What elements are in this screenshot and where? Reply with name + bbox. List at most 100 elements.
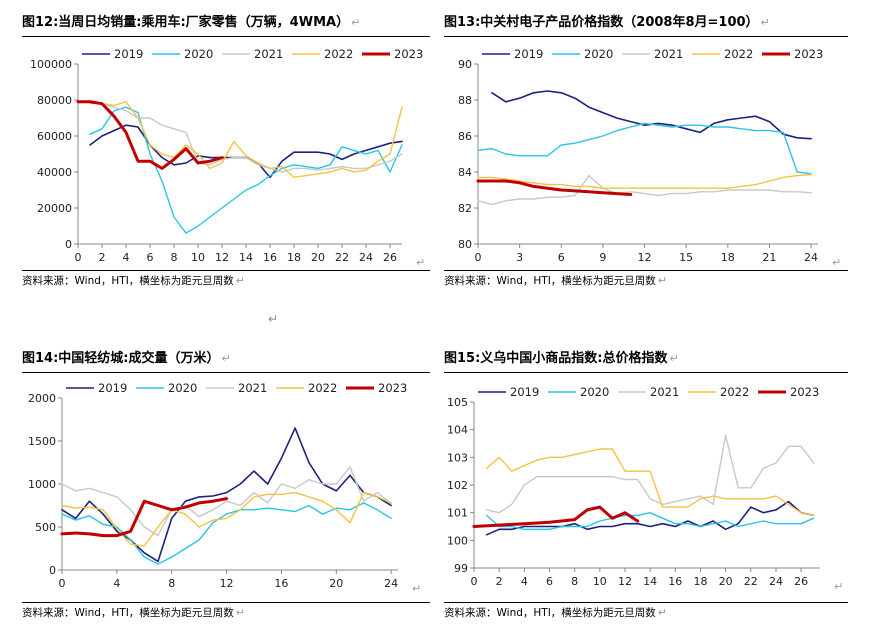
x-tick-label: 4: [113, 577, 120, 590]
source-note: 资料来源：Wind，HTI，横坐标为距元旦周数 ↵: [22, 270, 430, 291]
y-tick-label: 105: [447, 396, 468, 409]
source-note: 资料来源：Wind，HTI，横坐标为距元旦周数 ↵: [444, 602, 848, 623]
legend-label-2021: 2021: [650, 385, 679, 399]
legend-label-2022: 2022: [308, 381, 337, 395]
x-tick-label: 8: [571, 575, 578, 588]
legend-label-2021: 2021: [654, 47, 683, 61]
x-tick-label: 20: [719, 575, 733, 588]
x-tick-label: 18: [721, 251, 735, 264]
y-tick-label: 2000: [28, 392, 56, 405]
series-line-2020: [485, 511, 815, 531]
panel-zgc-price-index: 图13:中关村电子产品价格指数（2008年8月=100） ↵ 80 82 84 86 88…: [444, 12, 848, 290]
return-mark: ↵: [412, 582, 421, 595]
y-tick-label: 84: [458, 166, 472, 179]
series-line-2019: [485, 500, 815, 536]
legend-label-2022: 2022: [720, 385, 749, 399]
y-tick-label: 101: [447, 507, 468, 520]
series-line-2021: [89, 99, 403, 173]
chart-textile-volume: 0 500 1000 1500 2000 0 4 8 12 16 20 24 2019 2020 2021 2…: [28, 381, 421, 595]
series-line-2019: [491, 90, 812, 140]
x-tick-label: 20: [329, 577, 343, 590]
x-tick-label: 16: [263, 251, 277, 264]
x-tick-label: 16: [274, 577, 288, 590]
x-tick-label: 26: [794, 575, 808, 588]
y-tick-label: 103: [447, 451, 468, 464]
series-line-2021: [61, 466, 392, 537]
y-tick-label: 86: [458, 130, 472, 143]
x-tick-label: 9: [599, 251, 606, 264]
panel-title: 图14:中国轻纺城:成交量（万米） ↵: [22, 348, 430, 373]
legend-label-2019: 2019: [98, 381, 127, 395]
y-tick-label: 0: [65, 238, 72, 251]
series-line-2023: [472, 505, 640, 528]
y-tick-label: 88: [458, 94, 472, 107]
series-line-2022: [61, 491, 392, 547]
legend-label-2022: 2022: [724, 47, 753, 61]
panel-yiwu-index: 图15:义乌中国小商品指数:总价格指数 ↵ 99 100 101 102 103 104 10…: [444, 348, 848, 624]
return-mark: ↵: [416, 256, 425, 269]
legend-label-2019: 2019: [114, 47, 143, 61]
x-tick-label: 0: [471, 575, 478, 588]
series-line-2022: [477, 173, 812, 189]
x-tick-label: 0: [59, 577, 66, 590]
panel-title: 图12:当周日均销量:乘用车:厂家零售（万辆，4WMA） ↵: [22, 12, 430, 37]
x-tick-label: 3: [516, 251, 523, 264]
x-tick-label: 8: [171, 251, 178, 264]
x-tick-label: 12: [618, 575, 632, 588]
y-tick-label: 82: [458, 202, 472, 215]
legend-label-2019: 2019: [510, 385, 539, 399]
chart-zgc-price-index: 80 82 84 86 88 90 0 3 6 9 12 15 18 21 24 2019 2020 2021 20…: [458, 47, 841, 269]
x-tick-label: 18: [693, 575, 707, 588]
x-tick-label: 2: [496, 575, 503, 588]
y-tick-label: 0: [49, 564, 56, 577]
legend-label-2020: 2020: [580, 385, 609, 399]
series-line-2022: [89, 101, 403, 179]
x-tick-label: 24: [769, 575, 783, 588]
legend-label-2023: 2023: [378, 381, 407, 395]
source-note: 资料来源：Wind，HTI，横坐标为距元旦周数 ↵: [22, 602, 430, 623]
series-line-2020: [477, 122, 812, 175]
x-tick-label: 10: [593, 575, 607, 588]
series-line-2021: [477, 174, 812, 206]
series-line-2023: [476, 179, 633, 196]
x-tick-label: 21: [762, 251, 776, 264]
source-note: 资料来源：Wind，HTI，横坐标为距元旦周数 ↵: [444, 270, 848, 291]
y-tick-label: 104: [447, 424, 468, 437]
series-line-2022: [485, 448, 815, 517]
series-line-2021: [485, 434, 815, 514]
y-tick-label: 100000: [30, 58, 72, 71]
legend-label-2023: 2023: [794, 47, 823, 61]
x-tick-label: 0: [475, 251, 482, 264]
return-mark: ↵: [834, 580, 843, 593]
x-tick-label: 14: [239, 251, 253, 264]
legend-label-2021: 2021: [254, 47, 283, 61]
x-tick-label: 24: [804, 251, 818, 264]
y-tick-label: 1000: [28, 478, 56, 491]
panel-car-sales: 图12:当周日均销量:乘用车:厂家零售（万辆，4WMA） ↵ 0 20000 4000…: [22, 12, 430, 290]
x-tick-label: 18: [287, 251, 301, 264]
series-line-2023: [60, 497, 229, 538]
series-line-2020: [61, 502, 392, 565]
legend-label-2020: 2020: [184, 47, 213, 61]
x-tick-label: 24: [384, 577, 398, 590]
y-tick-label: 40000: [37, 166, 72, 179]
series-line-2019: [61, 427, 392, 563]
panel-title: 图15:义乌中国小商品指数:总价格指数 ↵: [444, 348, 848, 373]
y-tick-label: 80000: [37, 94, 72, 107]
legend-label-2020: 2020: [584, 47, 613, 61]
y-tick-label: 90: [458, 58, 472, 71]
x-tick-label: 0: [75, 251, 82, 264]
panel-textile-volume: 图14:中国轻纺城:成交量（万米） ↵ 0 500 1000 1500 2000 0 4 8 12…: [22, 348, 430, 624]
x-tick-label: 24: [359, 251, 373, 264]
paragraph-return-mark: ↵: [268, 312, 279, 326]
x-tick-label: 4: [123, 251, 130, 264]
x-tick-label: 12: [220, 577, 234, 590]
x-tick-label: 4: [521, 575, 528, 588]
y-tick-label: 60000: [37, 130, 72, 143]
y-tick-label: 100: [447, 534, 468, 547]
x-tick-label: 22: [335, 251, 349, 264]
x-tick-label: 8: [168, 577, 175, 590]
x-tick-label: 15: [679, 251, 693, 264]
